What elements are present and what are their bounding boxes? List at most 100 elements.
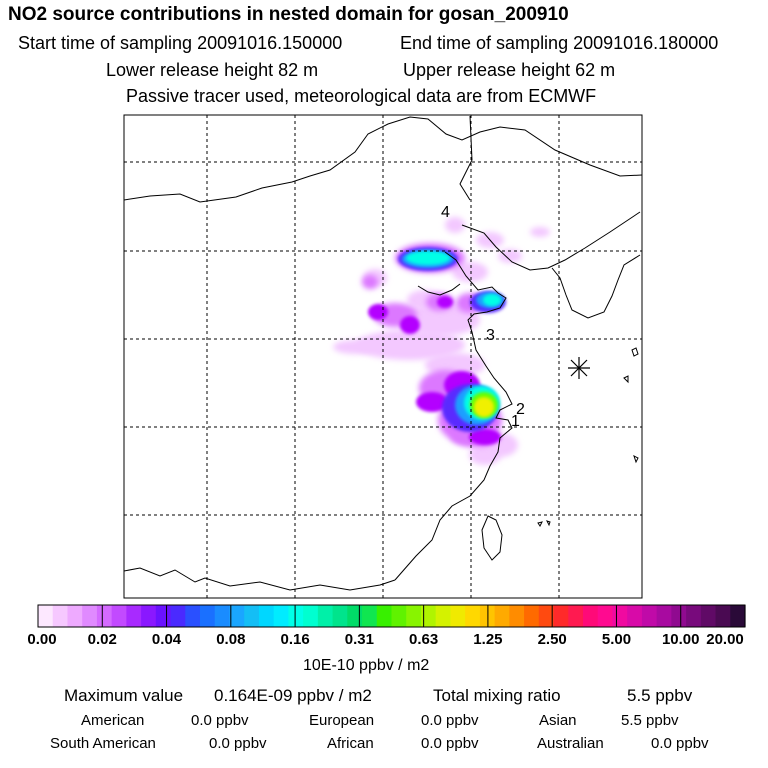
colorbar-swatch <box>244 605 260 627</box>
colorbar-tick-label: 0.04 <box>151 631 182 648</box>
total-mixing-label: Total mixing ratio <box>433 686 561 705</box>
region-name: Australian <box>537 735 604 752</box>
tracer-note: Passive tracer used, meteorological data… <box>126 86 597 106</box>
map-grid <box>124 115 642 598</box>
colorbar-swatch <box>627 605 643 627</box>
colorbar-swatch <box>347 605 363 627</box>
map-area: 4 3 2 1 <box>124 115 642 598</box>
colorbar-swatch <box>229 605 245 627</box>
colorbar-swatch <box>671 605 687 627</box>
tracer-plume <box>483 294 501 306</box>
colorbar-swatch <box>597 605 614 627</box>
colorbar-swatch <box>524 605 540 627</box>
region-value: 0.0 ppbv <box>421 712 479 729</box>
tracer-plume <box>498 249 522 263</box>
tracer-plume <box>469 429 501 445</box>
colorbar-swatch <box>67 605 83 627</box>
tracer-plume <box>452 262 488 282</box>
colorbar-tick-label: 0.31 <box>344 631 374 648</box>
region-value: 5.5 ppbv <box>621 712 679 729</box>
sampling-start: Start time of sampling 20091016.150000 <box>18 33 343 53</box>
colorbar-swatch <box>155 605 172 627</box>
asterisk-icon <box>568 357 590 379</box>
colorbar-tick-label: 0.00 <box>27 631 57 648</box>
tracer-plume <box>445 217 465 233</box>
tracer-plume <box>406 251 450 265</box>
colorbar-swatch <box>435 605 452 627</box>
colorbar-swatch <box>420 605 437 627</box>
colorbar-swatch <box>465 605 481 627</box>
colorbar-swatch <box>170 605 186 627</box>
source-label: 3 <box>486 327 495 344</box>
region-name: African <box>327 735 374 752</box>
region-name: European <box>309 712 375 729</box>
colorbar-swatch <box>568 605 584 627</box>
region-name: American <box>81 712 145 729</box>
source-label: 2 <box>516 401 525 418</box>
colorbar-tick-label: 2.50 <box>537 631 567 648</box>
region-name: South American <box>50 735 156 752</box>
colorbar-swatch <box>730 605 746 627</box>
source-label: 1 <box>511 413 520 430</box>
coastlines <box>124 115 642 591</box>
colorbar-swatch <box>288 605 304 627</box>
upper-release-height: Upper release height 62 m <box>403 60 616 80</box>
tracer-plume <box>530 227 550 237</box>
colorbar-swatch <box>582 605 599 627</box>
colorbar-swatch <box>200 605 216 627</box>
colorbar-units: 10E-10 ppbv / m2 <box>303 657 430 674</box>
colorbar-ticks <box>37 605 746 627</box>
colorbar-tick-label: 0.02 <box>87 631 117 648</box>
colorbar-tick-label: 10.00 <box>661 631 700 648</box>
colorbar-swatch <box>656 605 672 627</box>
region-value: 0.0 ppbv <box>651 735 709 752</box>
colorbar-swatch <box>38 605 54 627</box>
tracer-plumes <box>333 217 550 465</box>
total-mixing-value: 5.5 ppbv <box>627 686 693 705</box>
colorbar-swatch <box>715 605 731 627</box>
colorbar-swatch <box>553 605 569 627</box>
region-value: 0.0 ppbv <box>191 712 249 729</box>
colorbar-swatch <box>494 605 510 627</box>
colorbar-swatch <box>362 605 378 627</box>
colorbar-swatch <box>317 605 334 627</box>
colorbar-swatch <box>376 605 393 627</box>
lower-release-height: Lower release height 82 m <box>106 60 319 80</box>
colorbar-swatch <box>126 605 142 627</box>
colorbar-tick-label: 5.00 <box>601 631 632 648</box>
colorbar-swatch <box>641 605 658 627</box>
colorbar-swatch <box>686 605 702 627</box>
colorbar-tick-label: 0.16 <box>280 631 310 648</box>
colorbar-swatch <box>450 605 466 627</box>
colorbar-swatch <box>111 605 127 627</box>
colorbar-swatch <box>406 605 422 627</box>
colorbar-swatch <box>214 605 231 627</box>
source-label: 4 <box>441 204 450 221</box>
max-value-label: Maximum value <box>64 686 184 705</box>
colorbar-swatch <box>273 605 289 627</box>
colorbar-swatch <box>141 605 157 627</box>
colorbar-swatch <box>82 605 98 627</box>
colorbar-swatch <box>96 605 113 627</box>
plot-title: NO2 source contributions in nested domai… <box>8 4 569 25</box>
max-value: 0.164E-09 ppbv / m2 <box>214 686 372 705</box>
colorbar-swatch <box>303 605 319 627</box>
region-value: 0.0 ppbv <box>209 735 267 752</box>
map-frame <box>123 114 643 599</box>
colorbar-tick-label: 0.08 <box>216 631 246 648</box>
colorbar-tick-label: 20.00 <box>706 631 744 648</box>
tracer-plume <box>400 304 480 336</box>
sampling-end: End time of sampling 20091016.180000 <box>400 33 719 53</box>
colorbar-swatch <box>332 605 348 627</box>
colorbar-swatch <box>185 605 201 627</box>
tracer-plume <box>368 304 388 320</box>
region-name: Asian <box>539 712 577 729</box>
tracer-plume <box>400 316 420 334</box>
tracer-plume <box>437 296 453 308</box>
colorbar-swatch <box>538 605 555 627</box>
colorbar-swatch <box>700 605 717 627</box>
tracer-plume <box>416 392 448 412</box>
colorbar <box>37 604 746 628</box>
colorbar-swatch <box>509 605 525 627</box>
